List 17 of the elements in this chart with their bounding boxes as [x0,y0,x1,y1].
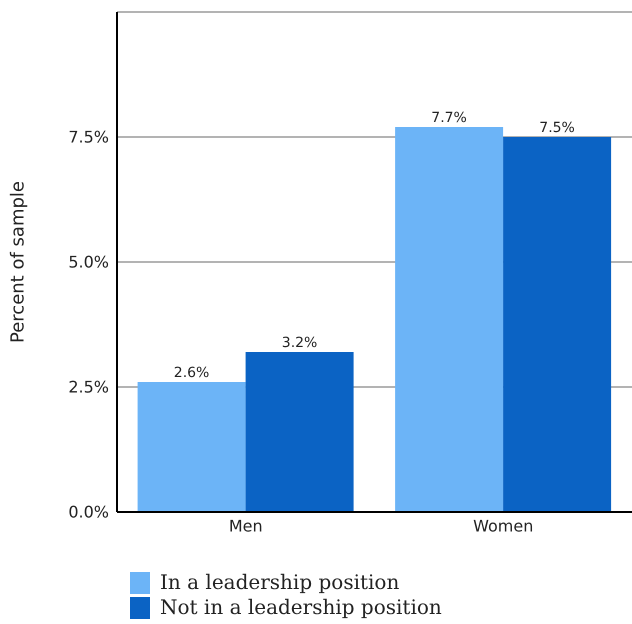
bar [503,137,612,512]
legend-label: Not in a leadership position [160,595,442,620]
x-tick-label: Men [228,516,263,536]
y-tick-label: 2.5% [68,378,109,397]
data-label: 2.6% [174,365,210,381]
data-label: 7.7% [431,110,467,126]
data-label: 7.5% [539,120,575,136]
data-label: 3.2% [282,335,318,351]
x-tick-label: Women [473,516,534,536]
bar [246,352,354,512]
y-axis-title: Percent of sample [7,181,28,343]
y-tick-label: 7.5% [68,128,109,147]
y-tick-label: 5.0% [68,252,109,272]
bar [138,382,246,512]
legend-label: In a leadership position [160,570,400,595]
y-tick-label: 0.0% [68,502,109,522]
bar [395,127,504,512]
